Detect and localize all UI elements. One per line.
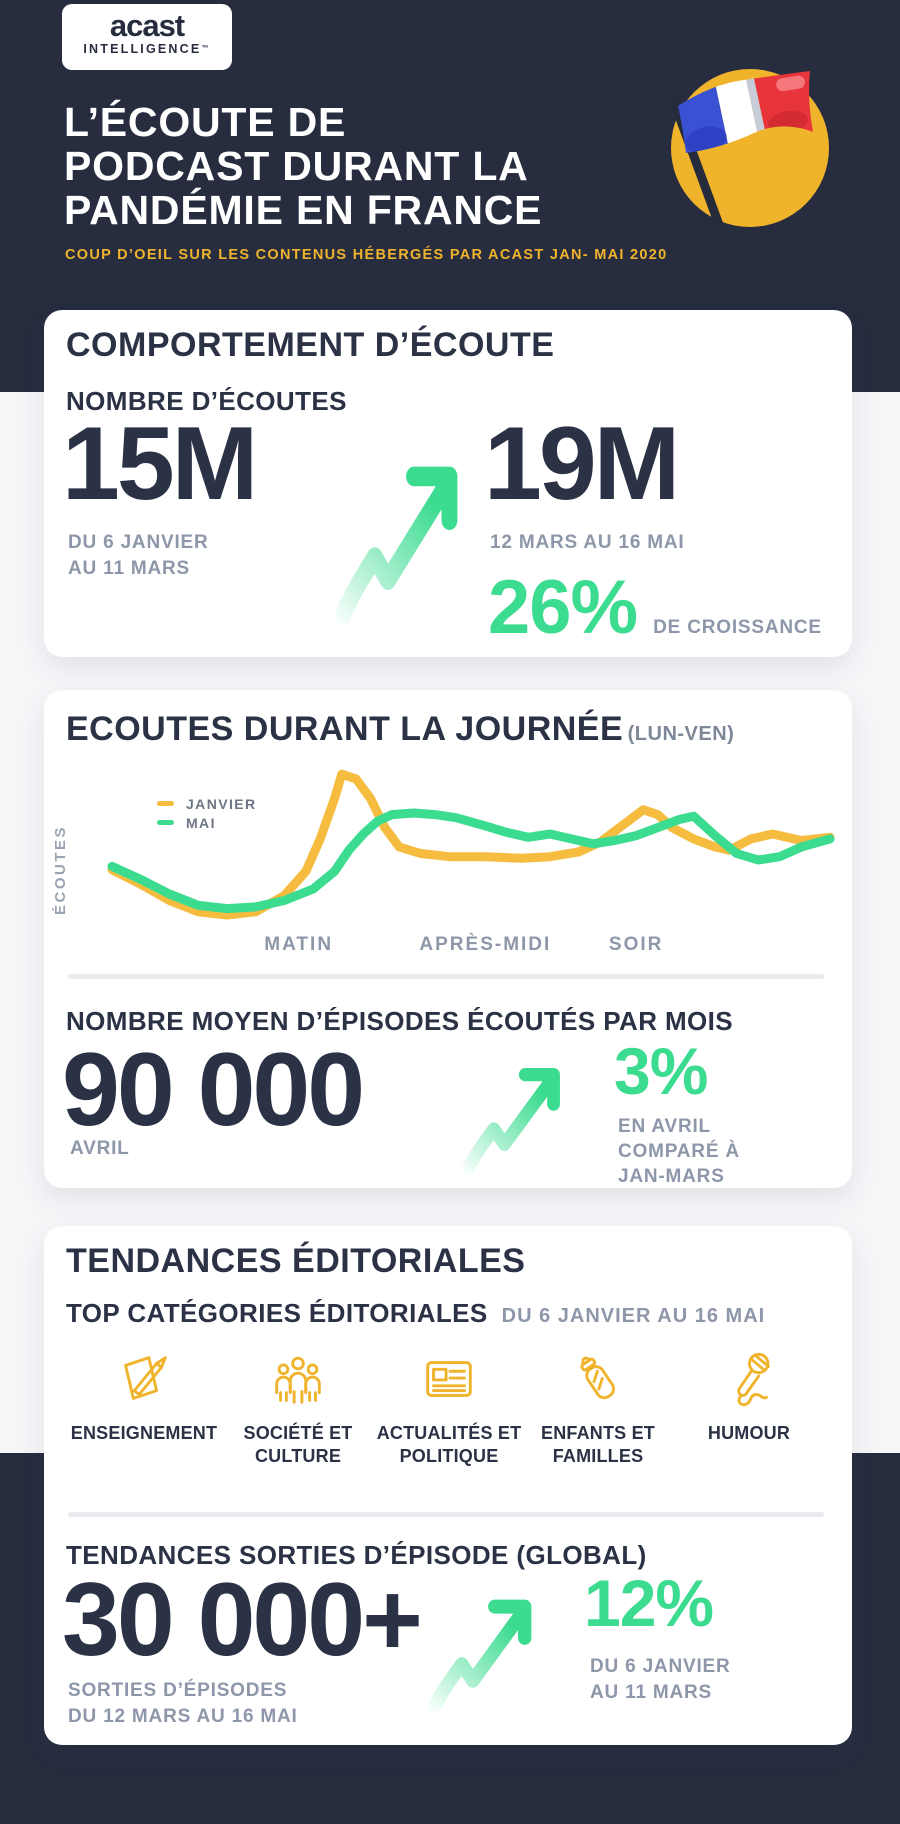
listens-after-value: 19M [484,406,680,522]
listens-after-caption: 12 MARS AU 16 MAI [490,532,685,553]
chart-y-axis-label: ÉCOUTES [52,825,69,916]
listens-before-value: 15M [62,406,258,522]
x-label-soir: SOIR [608,934,664,955]
section-divider [68,974,824,979]
growth-label: DE CROISSANCE [653,617,822,638]
growth-arrow-icon [462,1068,560,1174]
growth-percent: 26% [488,565,638,650]
category-enfants-familles: ENFANTS ET FAMILLES [523,1344,673,1468]
card-title: COMPORTEMENT D’ÉCOUTE [66,326,555,364]
chart-title-suffix: (LUN-VEN) [627,723,735,745]
category-label: ENSEIGNEMENT [70,1423,218,1443]
category-actualites-politique: ACTUALITÉS ET POLITIQUE [374,1344,524,1468]
releases-value-caption: SORTIES D’ÉPISODES DU 12 MARS AU 16 MAI [68,1680,298,1727]
category-enseignement: ENSEIGNEMENT [69,1344,219,1445]
microphone-icon [674,1344,824,1410]
france-flag-icon [669,69,829,227]
trademark-symbol: ™ [201,45,211,52]
daily-listens-chart [107,760,835,934]
x-label-apres-midi: APRÈS-MIDI [419,934,552,955]
releases-growth-percent: 12% [584,1566,714,1640]
episodes-growth-percent: 3% [614,1034,708,1108]
page-subtitle: COUP D’OEIL SUR LES CONTENUS HÉBERGÉS PA… [65,247,668,263]
logo-brand: acast [109,8,185,43]
listens-before-caption: DU 6 JANVIER AU 11 MARS [68,532,209,579]
episodes-value-caption: AVRIL [70,1138,130,1159]
daily-listening-card: ECOUTES DURANT LA JOURNÉE (LUN-VEN) ÉCOU… [44,690,852,1188]
x-label-matin: MATIN [264,934,334,955]
chart-title: ECOUTES DURANT LA JOURNÉE [66,710,624,748]
listens-count-heading: NOMBRE D’ÉCOUTES [66,386,347,416]
baby-bottle-icon [523,1344,673,1410]
categories-heading-row: TOP CATÉGORIES ÉDITORIALES DU 6 JANVIER … [66,1298,765,1329]
chart-series-mai [107,808,835,914]
legend-item-janvier: JANVIER [157,794,256,813]
legend-swatch [157,801,174,806]
line-chart-canvas [107,769,835,920]
categories-period: DU 6 JANVIER AU 16 MAI [501,1305,766,1327]
categories-heading: TOP CATÉGORIES ÉDITORIALES [66,1298,488,1328]
category-label: HUMOUR [707,1423,791,1443]
legend-label: JANVIER [186,795,257,812]
editorial-trends-card: TENDANCES ÉDITORIALES TOP CATÉGORIES ÉDI… [44,1226,852,1745]
card-title: TENDANCES ÉDITORIALES [66,1242,526,1280]
page-title-line3: PANDÉMIE EN FRANCE [64,187,543,233]
growth-arrow-icon [428,1599,532,1712]
logo-subbrand: INTELLIGENCE™ [83,42,211,56]
releases-growth-caption: DU 6 JANVIER AU 11 MARS [590,1656,731,1703]
episodes-value: 90 000 [62,1032,365,1148]
episodes-growth-caption: EN AVRIL COMPARÉ À JAN-MARS [618,1116,740,1187]
category-label: SOCIÉTÉ ET CULTURE [243,1423,353,1466]
category-label: ACTUALITÉS ET POLITIQUE [376,1423,522,1466]
legend-label: MAI [186,814,216,831]
growth-stat: 26% DE CROISSANCE [488,570,822,646]
releases-heading: TENDANCES SORTIES D’ÉPISODE (GLOBAL) [66,1540,647,1570]
section-divider [68,1512,824,1517]
legend-item-mai: MAI [157,813,256,832]
listening-behavior-card: COMPORTEMENT D’ÉCOUTE NOMBRE D’ÉCOUTES 1… [44,310,852,657]
episodes-heading: NOMBRE MOYEN D’ÉPISODES ÉCOUTÉS PAR MOIS [66,1006,734,1036]
chart-title-row: ECOUTES DURANT LA JOURNÉE (LUN-VEN) [66,710,734,749]
category-societe-culture: SOCIÉTÉ ET CULTURE [223,1344,373,1468]
acast-intelligence-logo: acast INTELLIGENCE™ [62,4,232,70]
page-title: L’ÉCOUTE DE PODCAST DURANT LA PANDÉMIE E… [64,100,624,232]
legend-swatch [157,820,174,825]
page-title-line1: L’ÉCOUTE DE [64,99,347,145]
releases-value: 30 000+ [62,1562,423,1678]
newspaper-icon [374,1344,524,1410]
category-humour: HUMOUR [674,1344,824,1445]
chart-legend: JANVIER MAI [157,794,256,832]
chart-x-axis-labels: MATIN APRÈS-MIDI SOIR [112,934,830,958]
page-title-line2: PODCAST DURANT LA [64,143,529,189]
category-label: ENFANTS ET FAMILLES [540,1423,655,1466]
pencil-paper-icon [69,1344,219,1410]
people-icon [223,1344,373,1410]
growth-arrow-icon [335,466,458,624]
